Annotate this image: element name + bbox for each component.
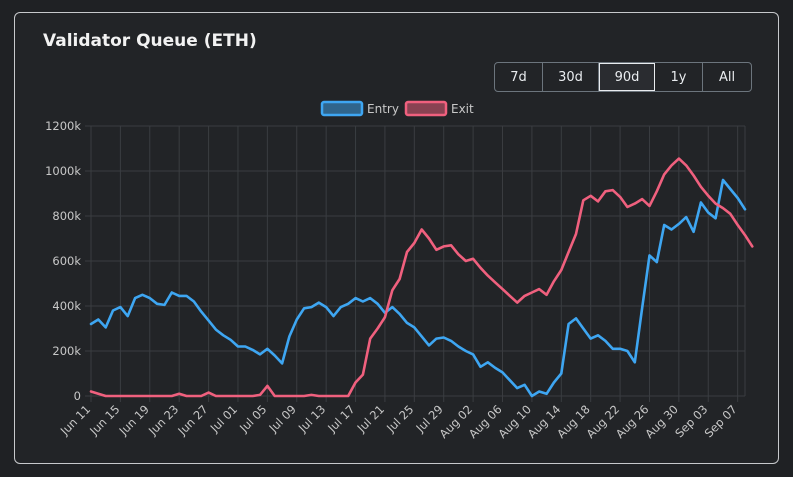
series-line-entry (89, 178, 747, 398)
legend-label-exit: Exit (451, 102, 474, 116)
y-tick-label: 1200k (45, 119, 81, 133)
x-tick-label: Jul 21 (354, 402, 387, 435)
chart-card: Validator Queue (ETH) 7d 30d 90d 1y All (14, 12, 779, 464)
legend-swatch-entry (320, 100, 364, 117)
x-tick-label: Jul 13 (295, 402, 328, 435)
y-tick-label: 0 (74, 389, 81, 403)
x-tick-label: Jun 15 (86, 402, 122, 438)
range-7d-button[interactable]: 7d (495, 63, 543, 91)
x-tick-label: Sep 07 (702, 402, 740, 440)
range-90d-button[interactable]: 90d (599, 63, 655, 91)
x-tick-label: Jun 23 (145, 402, 181, 438)
x-tick-label: Jun 27 (174, 402, 210, 438)
card-title: Validator Queue (ETH) (43, 31, 257, 51)
y-tick-label: 800k (52, 209, 81, 223)
x-tick-label: Jul 05 (236, 402, 269, 435)
x-tick-label: Jun 19 (116, 402, 152, 438)
x-tick-label: Jul 01 (207, 402, 240, 435)
range-1y-button[interactable]: 1y (655, 63, 703, 91)
range-all-button[interactable]: All (703, 63, 751, 91)
x-tick-label: Aug 30 (642, 402, 681, 441)
legend-swatch-exit (404, 100, 448, 117)
time-range-selector: 7d 30d 90d 1y All (494, 62, 752, 92)
y-tick-label: 400k (52, 299, 81, 313)
y-tick-label: 1000k (45, 164, 81, 178)
series-line-exit (89, 157, 754, 398)
y-tick-label: 200k (52, 344, 81, 358)
x-tick-label: Jul 09 (266, 402, 299, 435)
x-tick-label: Jul 25 (383, 402, 416, 435)
y-tick-label: 600k (52, 254, 81, 268)
legend-label-entry: Entry (367, 102, 399, 116)
x-tick-label: Jul 17 (324, 402, 357, 435)
x-tick-label: Jun 11 (57, 402, 93, 438)
range-30d-button[interactable]: 30d (543, 63, 599, 91)
